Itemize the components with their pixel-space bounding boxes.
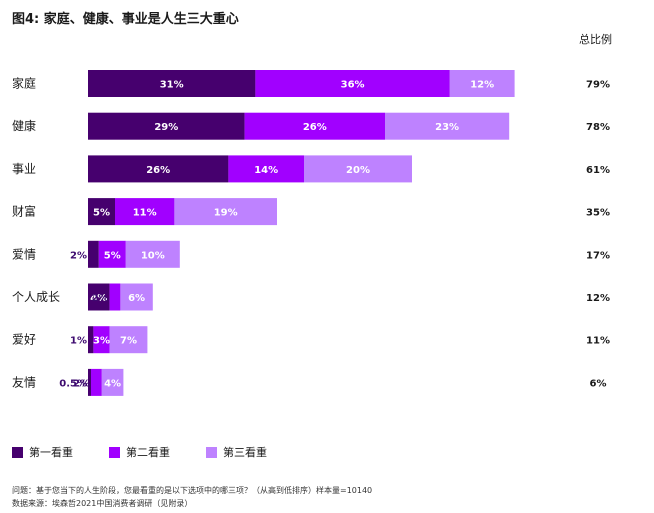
bar-segment (88, 326, 94, 354)
total-label: 78% (586, 122, 610, 133)
footnote: 问题：基于您当下的人生阶段，您最看重的是以下选项中的哪三项？（从高到低排序）样本… (12, 484, 372, 510)
stacked-bar-chart: 家庭 31% 36% 12% 79% 健康 29% 26% 23% 78% 事业 26% 14% 20% 6… (12, 70, 610, 396)
data-label: 11% (133, 208, 157, 219)
legend-label: 第三看重 (223, 446, 267, 459)
bar-segment (88, 368, 91, 396)
category-label: 友情 (12, 375, 36, 389)
category-label: 个人成长 (12, 290, 60, 304)
data-label: 6% (128, 293, 145, 304)
legend: 第一看重 第二看重 第三看重 (12, 444, 267, 460)
data-label: 2% (73, 378, 90, 389)
bar-segment (93, 326, 110, 354)
bar-segment (88, 70, 256, 97)
bar-segment (244, 112, 385, 140)
legend-swatch (109, 446, 120, 458)
data-label: 0.5% (59, 378, 87, 389)
data-label: 26% (303, 122, 327, 133)
bar-segment (255, 70, 450, 97)
data-label: 2% (70, 250, 87, 261)
bar-segment (115, 198, 175, 226)
total-label: 61% (586, 165, 610, 176)
data-label: 10% (141, 250, 165, 261)
footnote-source: 数据来源：埃森哲2021中国消费者调研（见附录） (12, 499, 193, 508)
total-label: 79% (586, 80, 610, 91)
total-label: 17% (586, 250, 610, 261)
chart-title: 图4: 家庭、健康、事业是人生三大重心 (12, 12, 239, 27)
total-column-header: 总比例 (579, 33, 612, 46)
data-label: 12% (470, 80, 494, 91)
legend-label: 第二看重 (126, 446, 170, 459)
data-label: 5% (93, 208, 110, 219)
bar-segment (385, 112, 510, 140)
bar-segment (98, 240, 126, 268)
bar-segment (174, 198, 277, 226)
data-label: 3% (93, 336, 110, 347)
bar-segment (449, 70, 515, 97)
legend-label: 第一看重 (29, 446, 73, 459)
data-label: 5% (104, 250, 121, 261)
data-label: 4% (104, 378, 121, 389)
data-label: 1% (70, 336, 87, 347)
bar-segment (304, 155, 412, 183)
total-label: 35% (586, 208, 610, 219)
data-label: 23% (435, 122, 459, 133)
data-label: 2% (92, 293, 109, 304)
category-label: 健康 (12, 118, 36, 133)
data-label: 36% (341, 80, 365, 91)
total-label: 6% (590, 378, 607, 389)
bar-segment (228, 155, 304, 183)
data-label: 31% (160, 80, 184, 91)
category-label: 财富 (12, 204, 36, 219)
data-label: 26% (146, 165, 170, 176)
bar-segment (91, 368, 102, 396)
legend-item: 第一看重 (12, 444, 73, 460)
data-label: 20% (346, 165, 370, 176)
legend-swatch (12, 446, 23, 458)
bar-segment (88, 198, 115, 226)
data-label: 19% (214, 208, 238, 219)
bar-segment (88, 240, 99, 268)
category-label: 爱好 (12, 333, 36, 347)
bar-segment (109, 283, 121, 311)
bar-segment (101, 368, 124, 396)
bar-segment (88, 283, 110, 311)
legend-item: 第二看重 (109, 444, 170, 460)
total-label: 11% (586, 336, 610, 347)
legend-item: 第三看重 (206, 444, 267, 460)
category-label: 事业 (12, 162, 36, 176)
legend-swatch (206, 446, 217, 458)
bar-segment (88, 155, 229, 183)
total-label: 12% (586, 293, 610, 304)
footnote-question: 问题：基于您当下的人生阶段，您最看重的是以下选项中的哪三项？（从高到低排序）样本… (12, 486, 373, 495)
data-label: 14% (254, 165, 278, 176)
bar-segment (120, 283, 153, 311)
data-label: 7% (120, 336, 137, 347)
category-label: 爱情 (12, 247, 36, 261)
bar-segment (88, 112, 245, 140)
data-label: 29% (154, 122, 178, 133)
bar-segment (125, 240, 180, 268)
category-label: 家庭 (12, 76, 36, 91)
data-label: 4% (90, 293, 107, 304)
bar-segment (109, 326, 148, 354)
